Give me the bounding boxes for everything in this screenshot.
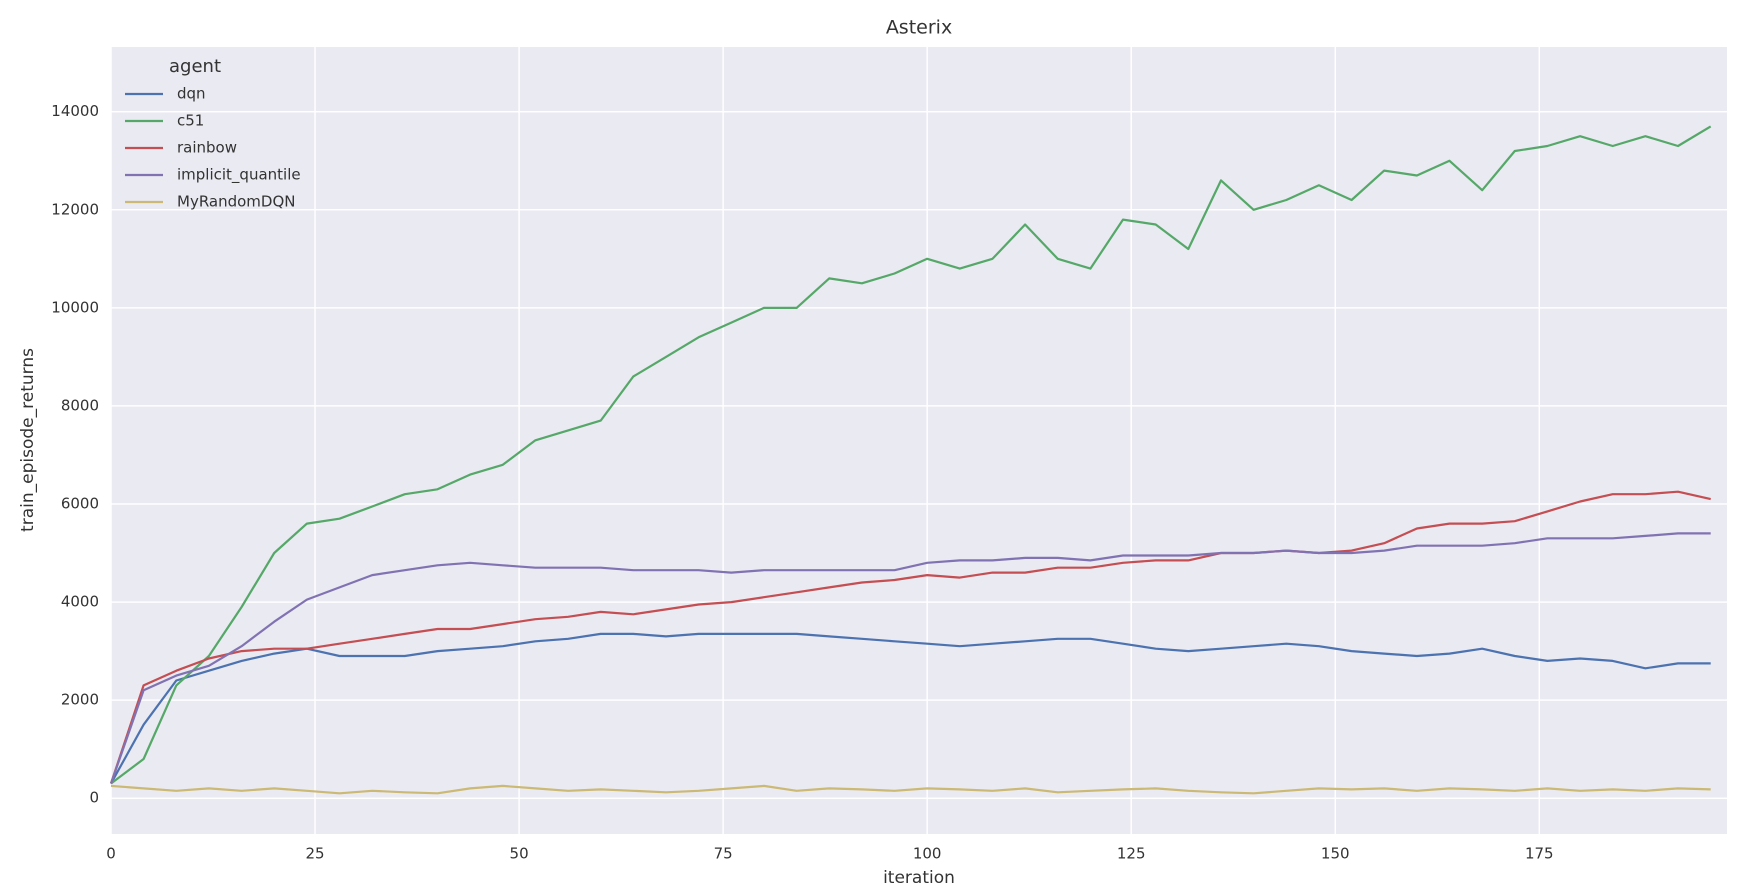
y-tick-label: 14000 [51,102,99,120]
y-tick-label: 0 [89,789,99,807]
series-line [109,490,1711,784]
x-tick-label: 125 [1117,845,1146,863]
plot-area [111,47,1727,834]
x-tick-label: 25 [305,845,324,863]
legend-label: dqn [177,85,206,103]
x-tick-label: 0 [106,845,116,863]
series-line [109,532,1711,784]
y-tick-label: 6000 [61,494,99,512]
x-tick-label: 75 [714,845,733,863]
y-axis-label: train_episode_returns [18,348,38,532]
y-tick-label: 8000 [61,396,99,414]
y-tick-label: 10000 [51,298,99,316]
legend-label: rainbow [177,139,237,157]
y-tick-label: 4000 [61,593,99,611]
x-axis-label: iteration [883,868,955,888]
series-line [110,784,1711,795]
x-tick-label: 150 [1321,845,1350,863]
series-line [110,632,1711,785]
legend: agent dqn c51 rainbow implicit_quantile MyRan… [125,56,301,211]
x-tick-label: 50 [510,845,529,863]
lines [109,125,1712,795]
legend-label: c51 [177,112,204,130]
series-line [110,125,1712,785]
legend-label: implicit_quantile [177,166,301,185]
chart-title: Asterix [886,17,952,39]
y-tick-label: 2000 [61,691,99,709]
grid [110,47,1727,834]
legend-title: agent [169,56,221,77]
x-tick-label: 175 [1525,845,1554,863]
x-tick-label: 100 [913,845,942,863]
legend-label: MyRandomDQN [177,193,296,211]
y-tick-label: 12000 [51,200,99,218]
